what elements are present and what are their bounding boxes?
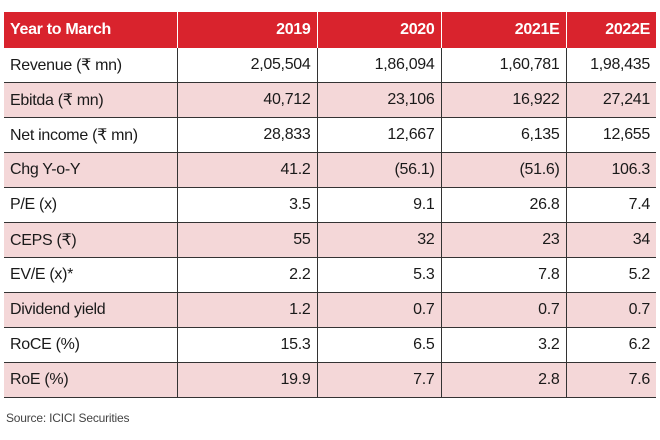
header-2022e: 2022E	[566, 12, 656, 48]
table-cell: 6.5	[317, 327, 442, 363]
table-cell: 23	[441, 222, 567, 258]
table-cell: 12,655	[566, 117, 656, 153]
table-cell: 2.2	[177, 257, 318, 293]
row-label: Net income (₹ mn)	[4, 117, 178, 153]
table-cell: 9.1	[317, 187, 442, 223]
header-2019: 2019	[177, 12, 318, 48]
table-cell: 28,833	[177, 117, 318, 153]
table-cell: 5.2	[566, 257, 656, 293]
table-row: Dividend yield 1.2 0.7 0.7 0.7	[4, 292, 656, 328]
table-cell: 0.7	[441, 292, 567, 328]
table-cell: 55	[177, 222, 318, 258]
table-cell: 16,922	[441, 82, 567, 118]
table-cell: 0.7	[317, 292, 442, 328]
table-row: CEPS (₹) 55 32 23 34	[4, 222, 656, 258]
row-label: Revenue (₹ mn)	[4, 48, 178, 83]
table-cell: 7.6	[566, 362, 656, 398]
table-cell: 1.2	[177, 292, 318, 328]
table-row: Net income (₹ mn) 28,833 12,667 6,135 12…	[4, 117, 656, 153]
header-2021e: 2021E	[441, 12, 567, 48]
table-cell: 7.4	[566, 187, 656, 223]
table-cell: 3.5	[177, 187, 318, 223]
table-cell: 15.3	[177, 327, 318, 363]
table-cell: (56.1)	[317, 152, 442, 188]
table-cell: 106.3	[566, 152, 656, 188]
table-cell: 34	[566, 222, 656, 258]
table-row: RoE (%) 19.9 7.7 2.8 7.6	[4, 362, 656, 398]
row-label: Dividend yield	[4, 292, 178, 328]
table-cell: 2,05,504	[177, 48, 318, 83]
table-cell: 2.8	[441, 362, 567, 398]
table-row: Ebitda (₹ mn) 40,712 23,106 16,922 27,24…	[4, 82, 656, 118]
table-cell: 12,667	[317, 117, 442, 153]
table-row: Revenue (₹ mn) 2,05,504 1,86,094 1,60,78…	[4, 48, 656, 83]
row-label: EV/E (x)*	[4, 257, 178, 293]
header-2020: 2020	[317, 12, 442, 48]
table-row: EV/E (x)* 2.2 5.3 7.8 5.2	[4, 257, 656, 293]
table-cell: 6,135	[441, 117, 567, 153]
table-cell: 1,60,781	[441, 48, 567, 83]
table-cell: 40,712	[177, 82, 318, 118]
table-cell: 6.2	[566, 327, 656, 363]
row-label: RoE (%)	[4, 362, 178, 398]
header-label: Year to March	[4, 12, 178, 48]
row-label: P/E (x)	[4, 187, 178, 223]
table-cell: 0.7	[566, 292, 656, 328]
table-cell: 32	[317, 222, 442, 258]
row-label: Chg Y-o-Y	[4, 152, 178, 188]
table-header-row: Year to March 2019 2020 2021E 2022E	[4, 12, 656, 48]
row-label: CEPS (₹)	[4, 222, 178, 258]
table-cell: 26.8	[441, 187, 567, 223]
table-cell: 7.8	[441, 257, 567, 293]
table-row: Chg Y-o-Y 41.2 (56.1) (51.6) 106.3	[4, 152, 656, 188]
table-cell: 27,241	[566, 82, 656, 118]
table-cell: (51.6)	[441, 152, 567, 188]
financials-table: Year to March 2019 2020 2021E 2022E Reve…	[4, 12, 656, 398]
table-cell: 7.7	[317, 362, 442, 398]
financials-table-container: Year to March 2019 2020 2021E 2022E Reve…	[4, 12, 656, 398]
table-cell: 1,98,435	[566, 48, 656, 83]
row-label: Ebitda (₹ mn)	[4, 82, 178, 118]
table-cell: 23,106	[317, 82, 442, 118]
source-note: Source: ICICI Securities	[6, 411, 130, 425]
row-label: RoCE (%)	[4, 327, 178, 363]
table-cell: 5.3	[317, 257, 442, 293]
table-cell: 3.2	[441, 327, 567, 363]
table-row: P/E (x) 3.5 9.1 26.8 7.4	[4, 187, 656, 223]
table-row: RoCE (%) 15.3 6.5 3.2 6.2	[4, 327, 656, 363]
table-cell: 1,86,094	[317, 48, 442, 83]
table-cell: 19.9	[177, 362, 318, 398]
table-cell: 41.2	[177, 152, 318, 188]
